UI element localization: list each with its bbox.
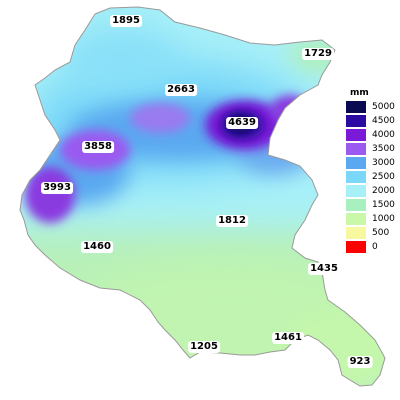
- legend-value-label: 1000: [372, 214, 395, 224]
- station-value-label: 3993: [41, 182, 73, 194]
- station-value-label: 1205: [188, 341, 220, 353]
- station-value-label: 4639: [226, 117, 258, 129]
- legend-swatch: [346, 115, 366, 127]
- station-value-label: 1435: [308, 263, 340, 275]
- legend-value-label: 0: [372, 242, 378, 252]
- legend-row: 1500: [346, 198, 398, 212]
- station-value-label: 923: [347, 356, 373, 368]
- station-value-label: 1729: [302, 48, 334, 60]
- legend-row: 3500: [346, 142, 398, 156]
- legend-row: 2000: [346, 184, 398, 198]
- legend-swatch: [346, 157, 366, 169]
- legend-swatch: [346, 185, 366, 197]
- station-value-label: 3858: [82, 141, 114, 153]
- legend-swatch: [346, 129, 366, 141]
- legend-unit-label: mm: [350, 88, 369, 98]
- legend-swatch: [346, 143, 366, 155]
- station-value-label: 2663: [165, 84, 197, 96]
- legend-value-label: 3500: [372, 144, 395, 154]
- legend-swatch: [346, 227, 366, 239]
- legend-swatch: [346, 101, 366, 113]
- legend-row: 0: [346, 240, 398, 254]
- legend-value-label: 500: [372, 228, 390, 238]
- legend-swatch: [346, 213, 366, 225]
- legend-row: 2500: [346, 170, 398, 184]
- legend-rows: 5000 4500 4000 3500 3000 2500 2000 1500 1000 500 0: [346, 100, 398, 254]
- legend-value-label: 4000: [372, 130, 395, 140]
- legend-row: 5000: [346, 100, 398, 114]
- legend-swatch: [346, 241, 366, 253]
- legend-value-label: 5000: [372, 102, 395, 112]
- legend-swatch: [346, 199, 366, 211]
- legend-row: 500: [346, 226, 398, 240]
- legend-swatch: [346, 171, 366, 183]
- station-value-label: 1812: [216, 215, 248, 227]
- legend-row: 3000: [346, 156, 398, 170]
- legend-value-label: 1500: [372, 200, 395, 210]
- legend-value-label: 4500: [372, 116, 395, 126]
- legend-value-label: 3000: [372, 158, 395, 168]
- region-outline: [19, 6, 386, 387]
- legend-row: 4000: [346, 128, 398, 142]
- legend-value-label: 2000: [372, 186, 395, 196]
- legend-value-label: 2500: [372, 172, 395, 182]
- legend-row: 1000: [346, 212, 398, 226]
- legend-row: 4500: [346, 114, 398, 128]
- color-legend: mm 5000 4500 4000 3500 3000 2500 2000 1500 1000 5…: [346, 86, 398, 254]
- station-value-label: 1460: [81, 241, 113, 253]
- station-value-label: 1461: [272, 332, 304, 344]
- station-value-label: 1895: [110, 15, 142, 27]
